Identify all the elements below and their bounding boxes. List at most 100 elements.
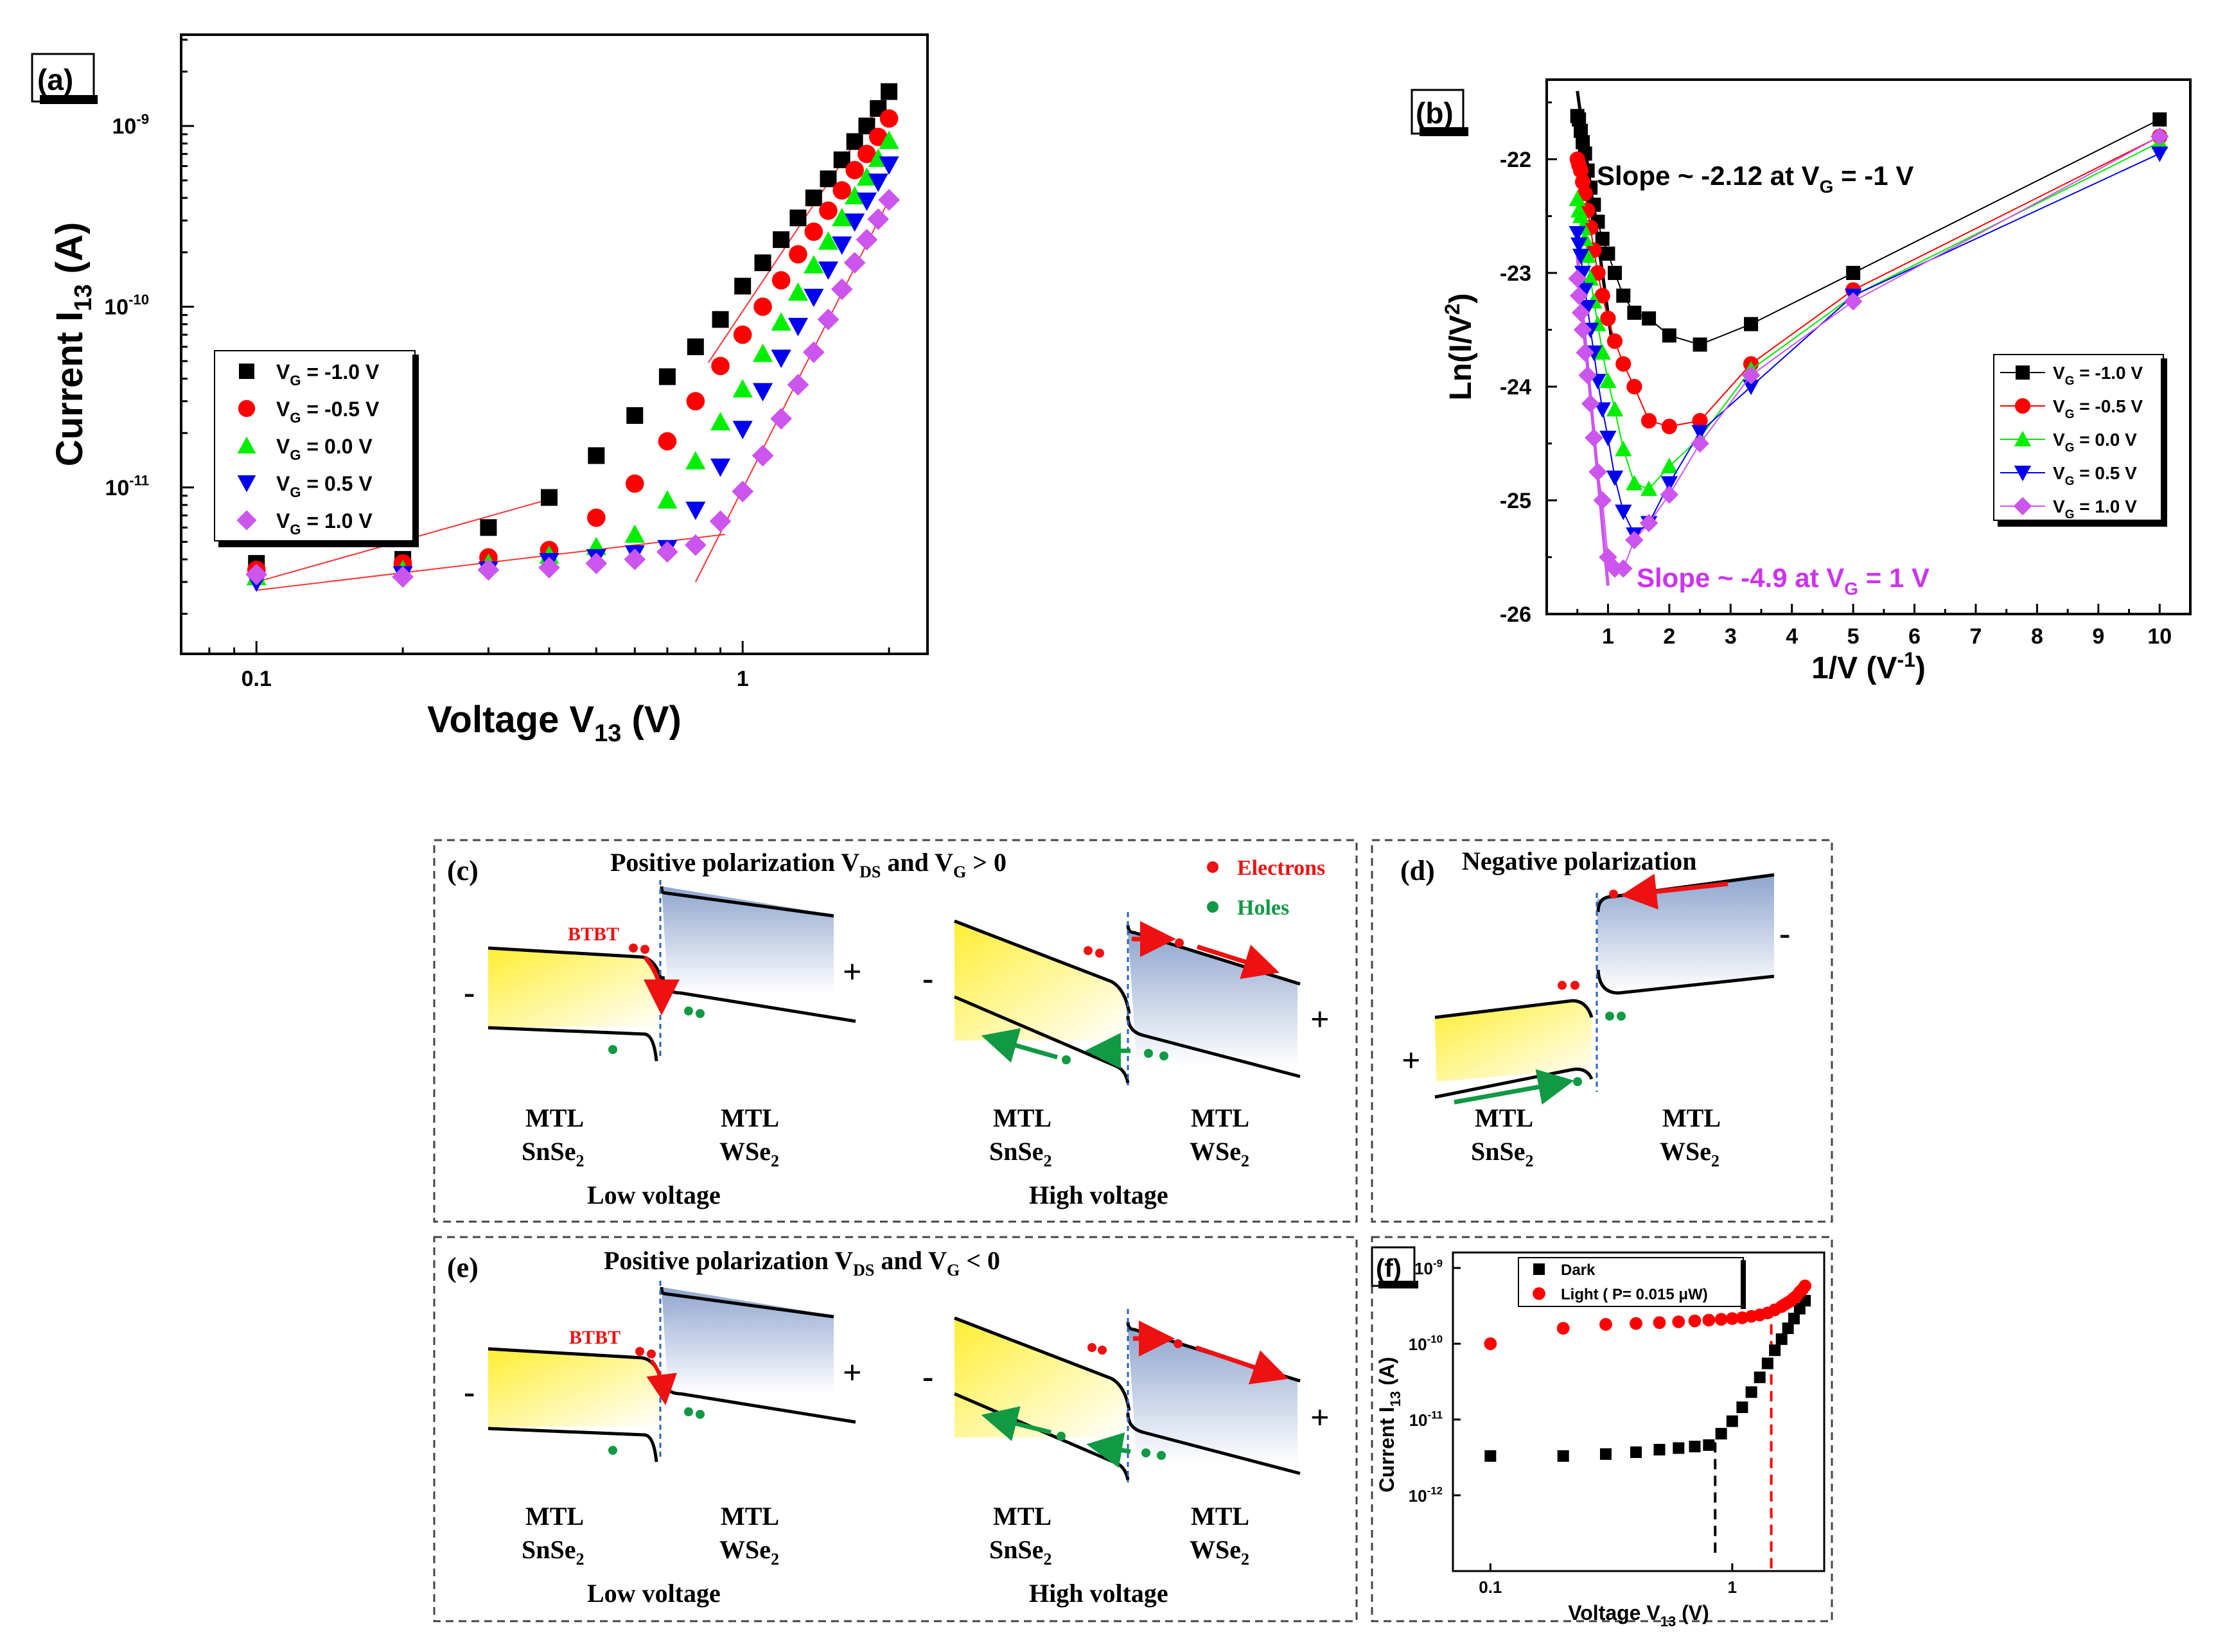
- legend-b-shadow: [2161, 358, 2167, 524]
- svg-text:+: +: [843, 1355, 862, 1391]
- svg-text:MTL: MTL: [721, 1502, 779, 1531]
- data-point: [538, 556, 560, 579]
- data-point: [819, 201, 838, 220]
- y-tick-label: -25: [1500, 489, 1531, 513]
- svg-text:SnSe2: SnSe2: [522, 1535, 585, 1569]
- svg-text:SnSe2: SnSe2: [989, 1535, 1052, 1569]
- data-point: [754, 254, 771, 272]
- svg-text:-: -: [464, 974, 475, 1011]
- data-point: [845, 161, 864, 180]
- y-axis-title: Current I13 (A): [49, 222, 97, 467]
- chart-b-plot-area: 1 2 3 4 5 6 7 8 9 10 -26 -25 -24 -23 -22 Slope ~ -2.12 …: [1441, 78, 2192, 685]
- x-tick-label: 2: [1663, 624, 1675, 649]
- series-line: [1576, 116, 2160, 346]
- legend-label: VG = 0.5 V: [2053, 463, 2137, 488]
- panel-d-frame: [1371, 839, 1833, 1223]
- svg-text:MTL: MTL: [1662, 1103, 1721, 1132]
- data-point: [1581, 394, 1600, 413]
- data-point: [1660, 476, 1678, 492]
- legend-label: VG = -1.0 V: [276, 360, 380, 389]
- data-point: [1653, 1443, 1666, 1455]
- data-point: [686, 392, 705, 410]
- data-point: [1769, 1344, 1781, 1357]
- data-point: [1702, 1314, 1716, 1327]
- data-point: [1594, 344, 1611, 360]
- data-point: [856, 167, 877, 186]
- data-point: [712, 311, 729, 328]
- data-point: [2150, 127, 2169, 146]
- data-point: [1573, 321, 1592, 339]
- data-point: [1570, 202, 1588, 218]
- x-tick-label: 5: [1847, 624, 1860, 649]
- legend-b: VG = -1.0 V VG = -0.5 V VG = 0.0 V VG = 0.5…: [1993, 354, 2167, 527]
- data-point: [1605, 559, 1624, 578]
- data-point: [588, 447, 605, 464]
- data-point: [868, 173, 888, 192]
- data-point: [1615, 504, 1632, 520]
- data-point: [1662, 328, 1676, 343]
- data-point: [753, 297, 772, 316]
- legend-label: VG = -1.0 V: [2053, 363, 2143, 388]
- x-tick-label: 10: [2147, 624, 2172, 649]
- svg-text:-: -: [464, 1374, 475, 1410]
- high-voltage-label-e: High voltage: [1029, 1579, 1168, 1608]
- data-point: [773, 231, 790, 249]
- panel-d-title: Negative polarization: [1462, 847, 1697, 875]
- svg-text:SnSe2: SnSe2: [522, 1137, 585, 1170]
- legend-marker: [2014, 430, 2032, 446]
- data-point: [818, 231, 839, 250]
- legend-holes: Holes: [1237, 896, 1289, 920]
- data-point: [831, 278, 853, 301]
- data-point: [1640, 412, 1657, 429]
- data-point: [1574, 265, 1592, 282]
- data-point: [789, 209, 807, 227]
- data-point: [1606, 401, 1624, 417]
- legend-marker: [237, 475, 256, 493]
- data-point: [804, 288, 824, 308]
- panel-b: (b) 1 2 3 4 5 6 7 8 9 10 -26 -25 -24 -23 -22 Slope ~ -2…: [1411, 78, 2192, 685]
- data-point: [1778, 1297, 1791, 1311]
- data-point: [1557, 1450, 1569, 1462]
- x-tick-label: 8: [2031, 624, 2043, 649]
- data-point: [1775, 1333, 1788, 1345]
- data-point: [1606, 333, 1623, 349]
- panel-a-tag-box: [31, 53, 95, 103]
- data-point: [687, 338, 704, 355]
- svg-text:MTL: MTL: [993, 1103, 1051, 1132]
- data-point: [1601, 246, 1615, 261]
- data-point: [1626, 378, 1642, 395]
- data-point: [881, 83, 898, 100]
- x-tick-label: 1: [1602, 624, 1614, 649]
- low-voltage-label-e: Low voltage: [587, 1579, 721, 1608]
- data-point: [1484, 1337, 1497, 1350]
- x-axis-title: Voltage V13 (V): [1568, 1601, 1709, 1630]
- data-point: [1714, 1313, 1728, 1326]
- svg-text:+: +: [843, 954, 862, 990]
- data-point: [1630, 1446, 1642, 1458]
- data-point: [1673, 1442, 1685, 1454]
- data-point: [1642, 311, 1657, 326]
- x-tick-label: 0.1: [242, 667, 272, 691]
- y-axis-title: Current I13 (A): [1375, 1357, 1403, 1492]
- svg-text:MTL: MTL: [1191, 1103, 1249, 1132]
- data-point: [711, 356, 730, 376]
- data-point: [1556, 1322, 1570, 1335]
- y-tick-label: -22: [1500, 148, 1531, 172]
- x-tick-label: 4: [1786, 624, 1798, 649]
- x-tick-label: 1: [737, 667, 749, 691]
- legend-marker: [2013, 496, 2032, 516]
- data-point: [832, 207, 852, 227]
- data-point: [1599, 548, 1617, 567]
- band-diagram-e-low: BTBT - + MTL SnSe2 MTL WSe2 Low voltage: [464, 1281, 862, 1608]
- legend-a-shadow: [218, 541, 419, 547]
- data-point: [1615, 441, 1632, 457]
- y-tick-label: 10-10: [104, 292, 149, 319]
- data-point: [1600, 310, 1616, 326]
- data-point: [802, 341, 825, 364]
- data-point: [805, 189, 822, 207]
- data-point: [1691, 425, 1709, 441]
- data-point: [1843, 292, 1863, 311]
- legend-label: VG = 0.0 V: [2053, 430, 2137, 455]
- chart-a-frame: [180, 33, 929, 655]
- data-point: [585, 552, 608, 575]
